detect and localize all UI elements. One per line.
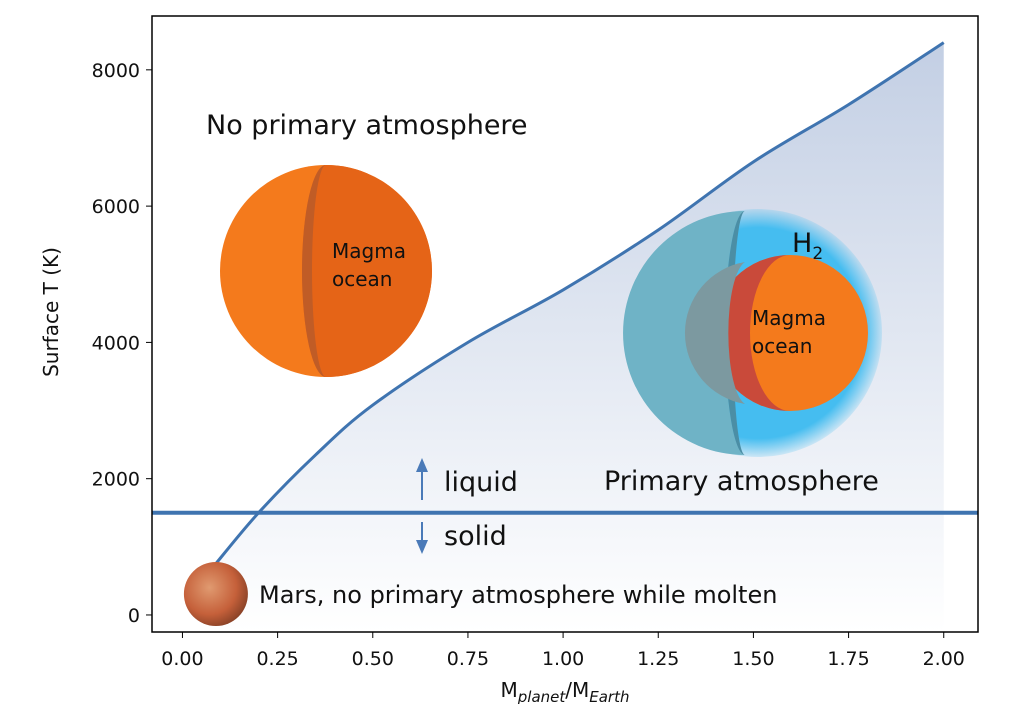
phase-arrows [416, 458, 428, 554]
shaded-region [212, 42, 944, 633]
y-tick-label: 2000 [92, 469, 140, 491]
x-axis-label: Mplanet/MEarth [501, 678, 630, 704]
x-tick-label: 2.00 [923, 648, 965, 670]
plot-frame [151, 15, 979, 633]
y-tick-label: 0 [128, 605, 140, 627]
x-tick-label: 1.75 [827, 648, 869, 670]
solid-label: solid [444, 521, 507, 552]
h2-main: H [792, 228, 812, 259]
x-tick-label: 0.75 [447, 648, 489, 670]
x-label-sub: Earth [589, 688, 629, 704]
liquid-label: liquid [444, 467, 518, 498]
x-tick-label: 0.25 [256, 648, 298, 670]
y-tick-label: 8000 [92, 60, 140, 82]
x-label-part: /M [565, 678, 589, 702]
x-tick-label: 1.25 [637, 648, 679, 670]
y-tick-label: 6000 [92, 196, 140, 218]
temperature-curve [211, 41, 945, 569]
magma-label: Magma [332, 239, 406, 263]
magma-label: ocean [332, 267, 392, 291]
magma-label: ocean [752, 334, 812, 358]
mars [183, 562, 248, 626]
primary-atmosphere-label: Primary atmosphere [604, 466, 879, 497]
no-atmosphere-label: No primary atmosphere [206, 110, 528, 141]
x-label-part: M [501, 678, 518, 702]
magma-planet: Magma ocean [220, 165, 432, 377]
h2-sub: 2 [812, 244, 823, 264]
mars-label: Mars, no primary atmosphere while molten [259, 581, 777, 609]
x-tick-label: 0.00 [161, 648, 203, 670]
y-tick-label: 4000 [92, 332, 140, 354]
y-axis-label: Surface T (K) [39, 247, 63, 377]
x-label-sub: planet [517, 688, 567, 704]
plot-background [212, 42, 944, 633]
x-tick-label: 1.50 [732, 648, 774, 670]
h2-label: H2 [792, 228, 823, 264]
x-tick-label: 0.50 [352, 648, 394, 670]
x-tick-label: 1.00 [542, 648, 584, 670]
atmosphere-planet: Magma ocean H2 [623, 209, 882, 457]
magma-label: Magma [752, 306, 826, 330]
